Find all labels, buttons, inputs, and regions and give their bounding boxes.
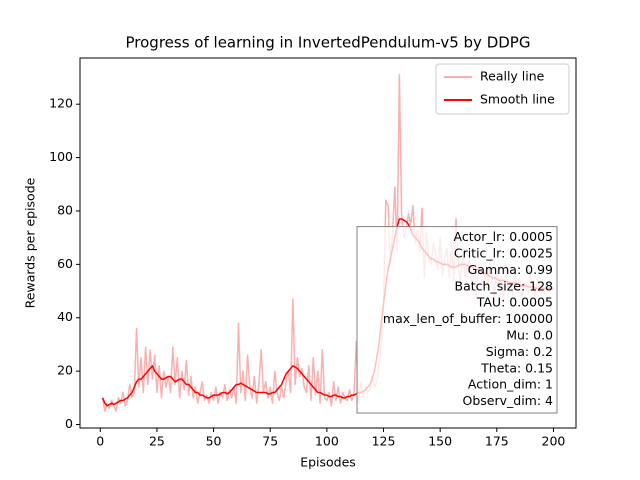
text-box-line: Theta: 0.15 [480,360,553,375]
legend-label: Smooth line [480,92,555,107]
x-tick-label: 0 [96,434,104,449]
text-box-line: Observ_dim: 4 [463,393,554,408]
chart-title: Progress of learning in InvertedPendulum… [126,34,531,52]
y-tick-label: 80 [57,202,73,217]
text-box [356,226,558,414]
x-tick-label: 25 [149,434,165,449]
text-box-line: Action_dim: 1 [468,377,553,392]
x-axis-label: Episodes [300,455,356,470]
text-box-line: Critic_lr: 0.0025 [454,246,553,261]
text-box-line: max_len_of_buffer: 100000 [383,311,553,326]
y-tick-label: 100 [49,149,73,164]
x-tick-label: 75 [262,434,278,449]
plot-frame [79,57,577,429]
text-box-line: Gamma: 0.99 [468,262,553,277]
x-tick-label: 50 [206,434,222,449]
text-box-line: Batch_size: 128 [455,278,554,293]
y-tick-label: 40 [57,309,73,324]
y-axis-label: Rewards per episode [23,177,38,308]
y-tick-label: 20 [57,363,73,378]
text-box-line: Mu: 0.0 [506,328,553,343]
x-tick-label: 175 [485,434,509,449]
x-tick-label: 125 [372,434,396,449]
legend-label: Really line [480,69,545,84]
text-box-line: Actor_lr: 0.0005 [454,229,553,244]
x-tick-label: 150 [428,434,452,449]
x-tick-label: 100 [315,434,339,449]
y-tick-label: 120 [49,96,73,111]
y-tick-label: 0 [65,416,73,431]
text-box-line: TAU: 0.0005 [476,295,553,310]
x-tick-label: 200 [542,434,566,449]
y-tick-label: 60 [57,256,73,271]
text-box-line: Sigma: 0.2 [486,344,553,359]
